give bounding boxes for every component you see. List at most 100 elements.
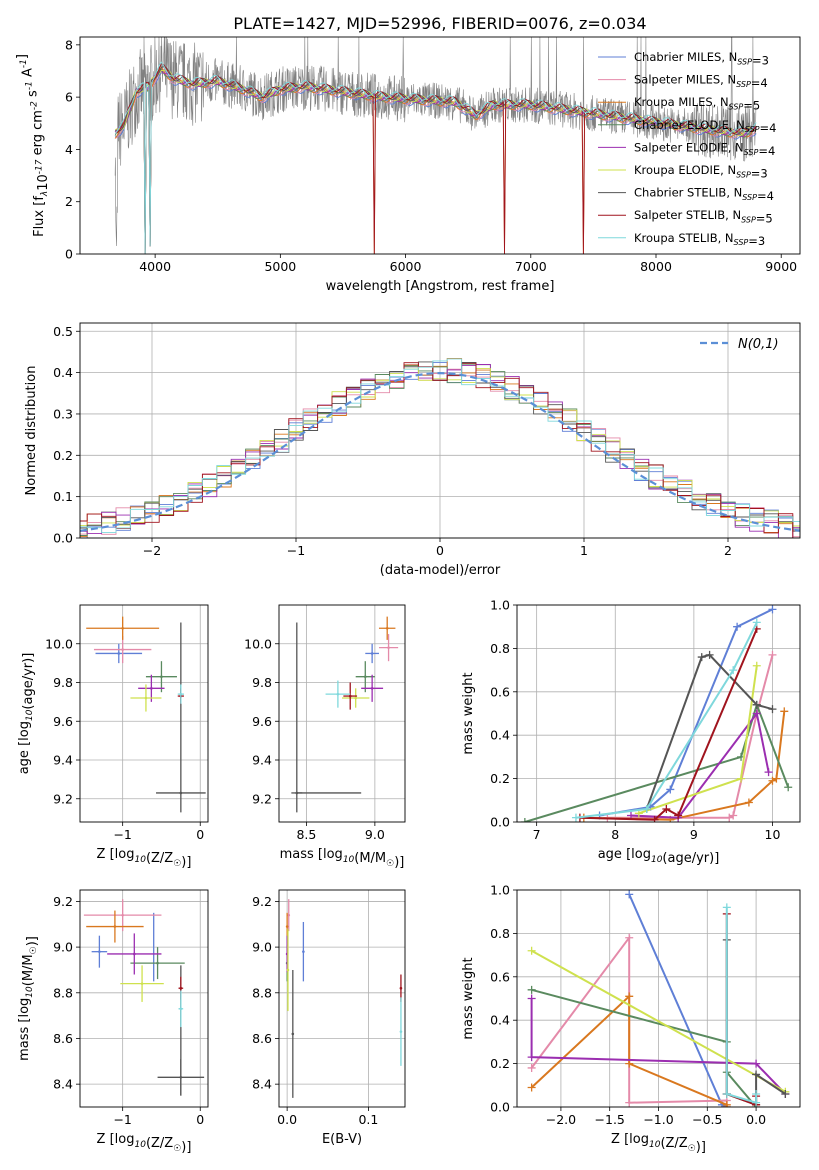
y-tick-label: 0.4 [53, 365, 73, 380]
label-part: (Z/Z [660, 1136, 687, 1151]
weight-marker [729, 811, 738, 820]
weight-marker [744, 798, 753, 807]
axes-frame: −2.0 −1.5 −1.0 −0.5 0.0 0.0 0.2 0.4 0.6 0.8 1.0 Z [… [461, 883, 801, 1155]
label-script: 10 [343, 855, 355, 865]
weight-series [571, 618, 761, 822]
residual-histogram-series [80, 357, 800, 537]
y-tick-label: 0.1 [53, 489, 73, 504]
label-part: A [20, 68, 35, 81]
point-marker [121, 626, 124, 630]
y-tick-label: 9.0 [53, 940, 73, 955]
y-tick-label: 8.6 [252, 1031, 272, 1046]
weight-marker [722, 903, 731, 912]
label-part: (Z/Z [146, 851, 173, 866]
x-axis-label: Z [log10(Z/Z☉)] [611, 1132, 706, 1155]
error-point [107, 933, 162, 975]
x-tick-label: 9000 [765, 259, 797, 274]
legend-label: Chabrier MILES, NSSP=3 [634, 50, 769, 67]
point-marker [179, 791, 183, 795]
label-script: -1 [24, 81, 34, 90]
label-script: 10 [25, 986, 35, 998]
plot-area [527, 890, 790, 1107]
y-axis-label: mass weight [461, 957, 476, 1039]
error-point [361, 674, 384, 702]
label-part: Z [log [97, 847, 135, 862]
label-part: mass weight [461, 957, 476, 1039]
weight-marker [752, 1098, 761, 1107]
x-tick-label: 0.0 [277, 1112, 297, 1127]
label-part: )] [181, 1140, 191, 1155]
error-point [291, 791, 303, 795]
histogram-legend: N(0,1) [700, 337, 779, 352]
x-axis-label: Z [log10(Z/Z☉)] [97, 847, 192, 870]
label-part: Kroupa STELIB, N [634, 231, 734, 245]
y-tick-label: 8.4 [252, 1077, 272, 1092]
panel-mass_vs_Z: −1 08.48.68.89.09.2Z [log10(Z/Z☉)]mass [l… [17, 889, 209, 1155]
point-marker [121, 648, 124, 651]
y-tick-label: 10.0 [244, 636, 272, 651]
weight-marker [650, 815, 659, 822]
weight-marker [625, 992, 634, 1001]
y-tick-label: 9.2 [252, 791, 272, 806]
weight-line [575, 621, 758, 819]
point-marker [160, 675, 163, 678]
y-axis-label: mass weight [461, 672, 476, 754]
weight-line [725, 907, 758, 1105]
label-part: Z [log [611, 1132, 649, 1147]
label-part: (data-model)/error [380, 563, 501, 578]
y-tick-label: 0.4 [490, 1013, 510, 1028]
label-script: 10 [649, 1140, 661, 1150]
panel-age_vs_mass: 8.5 9.0 9.2 9.4 9.6 9.8 10.0 mass [log10(M/M☉)] [244, 604, 406, 870]
label-part: )] [181, 855, 191, 870]
error-point [286, 928, 290, 1012]
label-part: mass [log [17, 998, 32, 1061]
axes-frame: 8.5 9.0 9.2 9.4 9.6 9.8 10.0 mass [log10(M/M☉)] [244, 604, 406, 870]
weight-series [634, 661, 761, 818]
point-marker [370, 652, 374, 655]
axes-frame: −1 09.29.49.69.810.0Z [log10(Z/Z☉)]age [l… [17, 604, 209, 870]
label-script: 10 [134, 1140, 146, 1150]
figure-title: PLATE=1427, MJD=52996, FIBERID=0076, z=0… [233, 14, 646, 33]
point-marker [117, 652, 121, 655]
point-marker [113, 925, 117, 928]
weight-marker [733, 622, 742, 631]
label-script: -2 [30, 101, 40, 110]
weight-series [722, 903, 761, 1107]
error-point [178, 990, 184, 1028]
weight-marker [752, 1089, 761, 1098]
weight-marker [625, 1098, 634, 1107]
y-tick-label: 0.0 [490, 1100, 510, 1115]
label-part: Chabrier ELODIE, N [634, 118, 745, 132]
y-tick-label: 6 [65, 90, 73, 105]
y-tick-label: 1.0 [490, 598, 510, 613]
error-point [177, 684, 184, 704]
weight-marker [674, 811, 683, 820]
axes-frame: −1 08.48.68.89.09.2Z [log10(Z/Z☉)]mass [l… [17, 889, 209, 1155]
label-part: Kroupa MILES, N [634, 95, 729, 109]
legend-label: Salpeter ELODIE, NSSP=4 [634, 140, 775, 157]
error-point [157, 1059, 205, 1096]
x-axis-label: mass [log10(M/M☉)] [280, 847, 405, 870]
y-tick-label: 0.5 [53, 324, 73, 339]
label-part: =4 [751, 76, 768, 90]
weight-marker [527, 994, 536, 1003]
weight-line [531, 949, 786, 1093]
weight-marker [764, 768, 773, 777]
point-marker [156, 961, 159, 965]
point-marker [387, 646, 390, 649]
axes-frame: 0.0 0.1 8.4 8.6 8.8 9.0 9.2 E(B-V) [252, 889, 406, 1147]
x-tick-label: 0.1 [358, 1112, 378, 1127]
weight-marker [697, 653, 706, 662]
point-marker [150, 687, 153, 690]
weight-marker [625, 1059, 634, 1068]
point-marker [363, 675, 367, 678]
legend-label: N(0,1) [738, 337, 779, 352]
y-axis-label: Flux [fλ10-17 erg cm-2 s-1 A-1] [15, 54, 51, 237]
error-point [287, 899, 291, 932]
point-marker [121, 913, 124, 917]
label-part: ] [15, 54, 30, 59]
weight-marker [666, 785, 675, 794]
label-script: SSP [736, 170, 751, 179]
weight-series [527, 985, 761, 1107]
